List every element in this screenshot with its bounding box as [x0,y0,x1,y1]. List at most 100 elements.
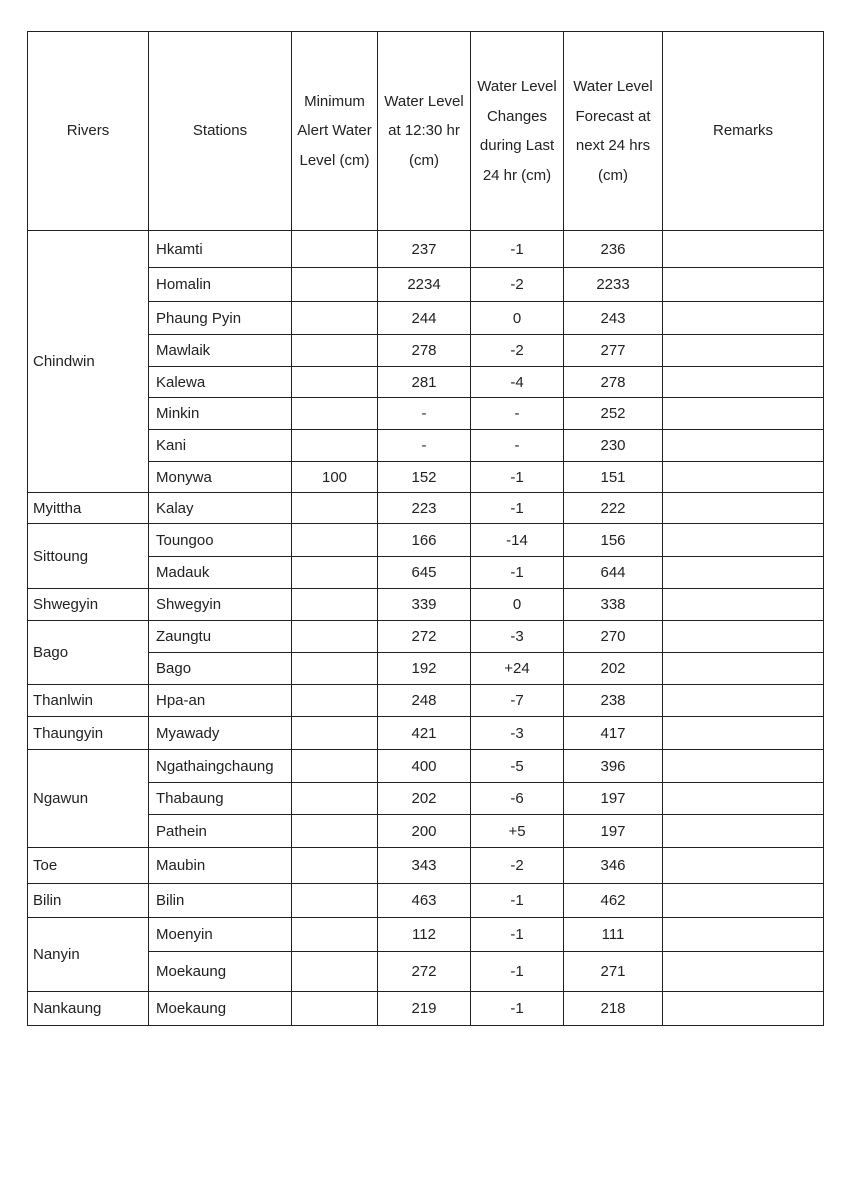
alert-cell [291,492,378,524]
remarks-cell [662,492,824,524]
level-cell: 278 [377,334,471,367]
remarks-cell [662,397,824,430]
forecast-cell: 270 [563,620,663,653]
alert-cell [291,334,378,367]
level-cell: 223 [377,492,471,524]
change-cell: -1 [470,883,564,918]
level-cell: - [377,429,471,462]
alert-cell [291,991,378,1026]
change-cell: -5 [470,749,564,783]
river-cell: Bilin [27,883,149,918]
table-row: Monywa 100 152 -1 151 [28,461,824,493]
header-min-alert: Minimum Alert Water Level (cm) [291,31,378,231]
forecast-cell: 230 [563,429,663,462]
forecast-cell: 396 [563,749,663,783]
change-cell: -1 [470,951,564,992]
river-cell: Sittoung [27,523,149,589]
station-cell: Monywa [148,461,292,493]
remarks-cell [662,684,824,717]
alert-cell: 100 [291,461,378,493]
forecast-cell: 271 [563,951,663,992]
alert-cell [291,556,378,589]
table-row: Mawlaik 278 -2 277 [28,334,824,367]
alert-cell [291,301,378,335]
table-row: Chindwin Hkamti 237 -1 236 [27,230,824,493]
station-cell: Minkin [148,397,292,430]
table-row: Nankaung Moekaung 219 -1 218 [27,991,824,1026]
level-cell: 272 [377,951,471,992]
station-cell: Phaung Pyin [148,301,292,335]
remarks-cell [662,847,824,884]
alert-cell [291,917,378,952]
station-cell: Homalin [148,267,292,302]
river-cell: Bago [27,620,149,685]
change-cell: -3 [470,716,564,750]
table-row: Kani - -230 [28,429,824,462]
table-row: Pathein 200 +5 197 [28,814,824,848]
remarks-cell [662,782,824,815]
alert-cell [291,620,378,653]
level-cell: 152 [377,461,471,493]
change-cell: +24 [470,652,564,685]
station-cell: Kalewa [148,366,292,398]
river-cell: Toe [27,847,149,884]
station-cell: Myawady [148,716,292,750]
station-cell: Thabaung [148,782,292,815]
change-cell: -2 [470,847,564,884]
level-cell: 645 [377,556,471,589]
alert-cell [291,397,378,430]
forecast-cell: 236 [563,230,663,268]
remarks-cell [662,588,824,621]
change-cell: -6 [470,782,564,815]
station-cell: Toungoo [148,523,292,557]
header-water-level: Water Level at 12:30 hr (cm) [377,31,471,231]
level-cell: 281 [377,366,471,398]
forecast-cell: 222 [563,492,663,524]
level-cell: 272 [377,620,471,653]
table-row: Minkin - -252 [28,397,824,430]
station-cell: Maubin [148,847,292,884]
remarks-cell [662,461,824,493]
change-cell: 0 [470,588,564,621]
alert-cell [291,883,378,918]
level-cell: 200 [377,814,471,848]
alert-cell [291,716,378,750]
level-cell: 343 [377,847,471,884]
forecast-cell: 243 [563,301,663,335]
forecast-cell: 218 [563,991,663,1026]
level-cell: 237 [377,230,471,268]
header-stations: Stations [148,31,292,231]
header-rivers: Rivers [27,31,149,231]
forecast-cell: 202 [563,652,663,685]
level-cell: 166 [377,523,471,557]
river-cell: Thaungyin [27,716,149,750]
table-row: Phaung Pyin 244 0 243 [28,301,824,335]
alert-cell [291,951,378,992]
table-row: Bago 192 +24 202 [28,652,824,685]
table-row: Shwegyin Shwegyin 339 0 338 [27,588,824,621]
change-cell: - [470,397,564,430]
change-cell: - [470,429,564,462]
change-cell: 0 [470,301,564,335]
remarks-cell [662,429,824,462]
remarks-cell [662,917,824,952]
station-cell: Pathein [148,814,292,848]
river-cell: Nanyin [27,917,149,992]
level-cell: 112 [377,917,471,952]
level-cell: 248 [377,684,471,717]
level-cell: 421 [377,716,471,750]
station-cell: Bago [148,652,292,685]
station-cell: Hkamti [148,230,292,268]
forecast-cell: 277 [563,334,663,367]
forecast-cell: 346 [563,847,663,884]
table-row: Nanyin Moenyin 112 -1 111 [27,917,824,992]
level-cell: 202 [377,782,471,815]
change-cell: -1 [470,917,564,952]
change-cell: +5 [470,814,564,848]
forecast-cell: 111 [563,917,663,952]
remarks-cell [662,814,824,848]
level-cell: 219 [377,991,471,1026]
forecast-cell: 338 [563,588,663,621]
remarks-cell [662,556,824,589]
river-cell: Ngawun [27,749,149,848]
